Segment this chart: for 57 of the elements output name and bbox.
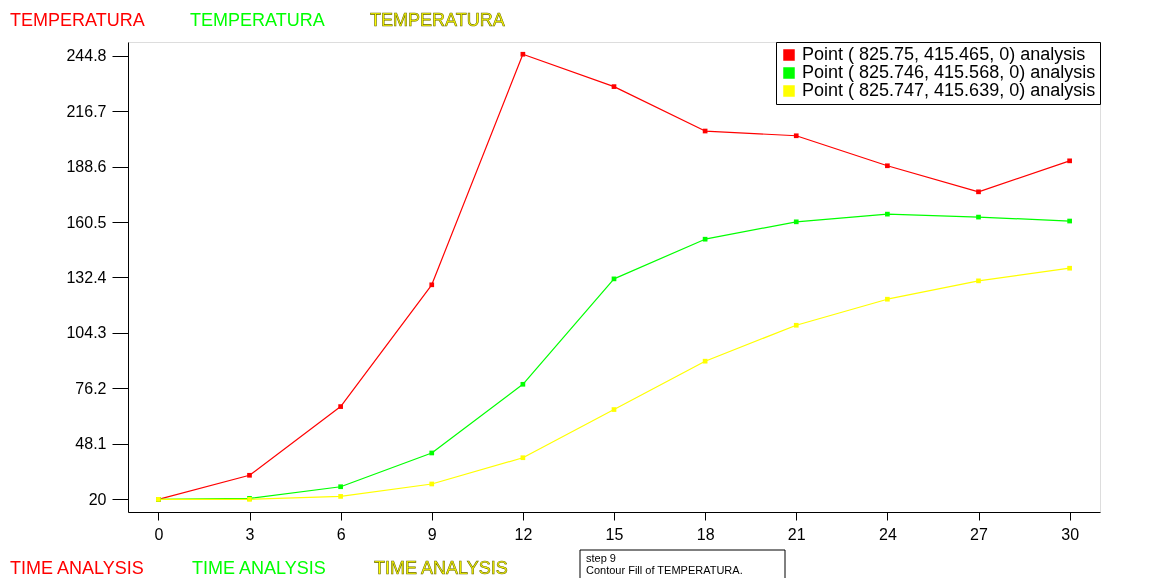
text: step 9 (586, 552, 616, 564)
y-tick-label: 76.2 (75, 379, 107, 397)
x-tick-label: 9 (427, 525, 437, 543)
point (976, 278, 981, 284)
point (1067, 265, 1072, 271)
x-tick-label: 6 (336, 525, 346, 543)
y-tick-label: 104.3 (66, 324, 107, 342)
point (429, 481, 435, 487)
x-tick-label: 30 (1061, 525, 1080, 543)
legend-label: Point ( 825.75, 415.465, 0) analysis (802, 44, 1086, 64)
point (611, 407, 617, 412)
point (520, 381, 526, 387)
point (885, 211, 890, 217)
x-axis-title: TIME ANALYSIS (10, 558, 144, 578)
point (429, 282, 435, 288)
text: TIME ANALYSIS (192, 558, 326, 578)
y-tick-label: 216.7 (66, 102, 107, 120)
point (247, 472, 252, 478)
text: Contour Fill of TEMPERATURA. (586, 564, 743, 576)
x-tick-label: 27 (970, 525, 988, 543)
y-tick-label: 188.6 (66, 158, 107, 176)
x-tick-label: 12 (514, 525, 533, 543)
point (338, 484, 343, 490)
y-tick-label: 48.1 (75, 435, 107, 453)
point (885, 163, 890, 169)
x-tick-label: 18 (696, 525, 715, 543)
point (338, 404, 343, 409)
point (976, 189, 981, 195)
legend-label: Point ( 825.747, 415.639, 0) analysis (802, 80, 1096, 100)
point (793, 133, 799, 139)
point (611, 84, 617, 89)
point (793, 219, 799, 225)
text: TIME ANALYSIS (374, 558, 508, 578)
text: TEMPERATURA (370, 10, 505, 30)
point (885, 296, 890, 302)
point (793, 322, 799, 328)
x-tick-label: 0 (154, 525, 164, 543)
point (1067, 158, 1072, 164)
point (520, 51, 526, 57)
x-tick-label: 15 (605, 525, 624, 543)
y-axis-title: TEMPERATURA (10, 10, 145, 30)
y-tick-label: 160.5 (66, 213, 107, 231)
text: TEMPERATURA (190, 10, 325, 30)
legend-label: Point ( 825.746, 415.568, 0) analysis (802, 62, 1096, 82)
x-tick-label: 3 (245, 525, 255, 543)
point (702, 358, 708, 364)
point (520, 455, 526, 461)
point (976, 214, 981, 220)
x-tick-label: 21 (787, 525, 806, 543)
y-tick-label: 20 (88, 490, 107, 508)
point (429, 450, 435, 456)
point (702, 236, 708, 242)
x-tick-label: 24 (878, 525, 897, 543)
y-tick-label: 244.8 (66, 47, 107, 65)
y-tick-label: 132.4 (66, 268, 107, 286)
point (338, 494, 343, 499)
point (1067, 218, 1072, 224)
